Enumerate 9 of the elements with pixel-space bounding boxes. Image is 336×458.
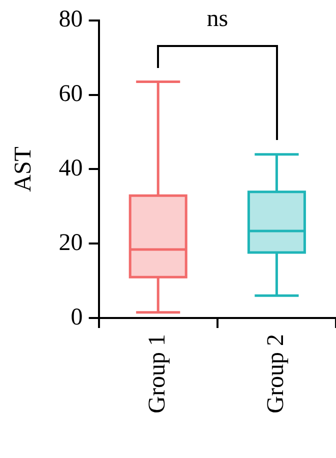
x-tick-label: Group 1 bbox=[144, 334, 170, 414]
y-axis-title: AST bbox=[10, 146, 37, 192]
y-tick-label: 60 bbox=[58, 81, 83, 108]
y-tick-label: 20 bbox=[58, 230, 83, 256]
x-tick-label: Group 2 bbox=[262, 334, 289, 414]
y-tick-label: 40 bbox=[58, 155, 83, 182]
annotation: ns bbox=[206, 6, 228, 34]
y-tick-label: 0 bbox=[70, 304, 83, 330]
y-tick-label: 80 bbox=[58, 6, 83, 33]
